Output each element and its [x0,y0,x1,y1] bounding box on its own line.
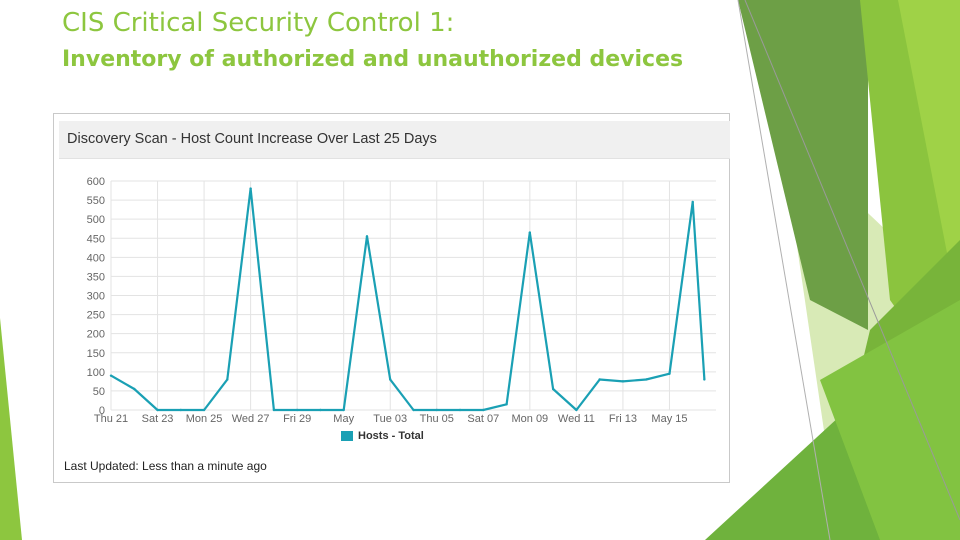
slide-title: CIS Critical Security Control 1: [62,8,455,38]
data-point [109,374,113,377]
data-point [551,387,555,391]
x-tick-label: Mon 09 [511,413,548,425]
data-point [621,380,625,383]
data-point [226,378,229,381]
data-point [319,408,322,412]
data-point [644,378,648,381]
last-updated-text: Last Updated: Less than a minute ago [64,459,267,473]
right-dark-panel [738,0,868,330]
data-point [365,235,369,238]
y-tick-label: 0 [99,405,105,417]
data-point [505,403,508,406]
data-point [528,231,532,234]
right-bright-panel [898,0,960,320]
data-point [389,378,392,381]
y-tick-label: 50 [93,386,105,398]
series-line-hosts-total [110,187,706,412]
panel-header: Discovery Scan - Host Count Increase Ove… [59,121,730,159]
data-point [272,408,276,412]
left-edge-wedge [0,318,22,540]
y-tick-label: 100 [87,367,105,379]
x-tick-label: Thu 05 [420,413,454,425]
chart-legend[interactable]: Hosts - Total [341,430,424,442]
decor-line [744,0,960,521]
x-tick-label: Sat 23 [142,413,174,425]
y-tick-label: 200 [87,329,105,341]
data-point [156,408,159,412]
data-point [458,408,462,412]
x-tick-label: Tue 03 [373,413,407,425]
data-point [691,200,694,204]
data-point [703,378,706,381]
y-tick-label: 300 [87,291,105,303]
y-tick-label: 250 [87,310,105,322]
x-tick-label: Wed 27 [232,413,270,425]
y-tick-label: 550 [87,195,105,207]
x-tick-label: Wed 11 [558,413,595,425]
slide-subtitle: Inventory of authorized and unauthorized… [62,47,684,72]
y-tick-label: 400 [87,252,105,264]
data-point [133,387,136,391]
data-point [575,408,578,412]
panel-title: Discovery Scan - Host Count Increase Ove… [67,131,437,147]
data-point [179,408,183,412]
data-point [435,408,438,412]
x-tick-label: Mon 25 [186,413,223,425]
x-tick-label: Thu 21 [94,413,128,425]
y-tick-label: 500 [87,214,105,226]
y-tick-label: 150 [87,348,105,360]
x-tick-label: Sat 07 [467,413,499,425]
legend-swatch [341,431,353,441]
data-point [598,378,601,381]
x-tick-label: Fri 13 [609,413,637,425]
data-point [482,408,485,412]
host-count-chart: 0 50 100 150 200 250 300 350 400 450 500 550 600 Thu … [87,176,716,425]
data-point [668,372,671,375]
x-tick-label: May 15 [651,413,687,425]
y-tick-label: 350 [87,271,105,283]
discovery-scan-panel: Discovery Scan - Host Count Increase Ove… [53,113,730,483]
data-point [202,408,206,412]
data-point [295,408,299,412]
y-tick-label: 600 [87,176,105,188]
legend-label: Hosts - Total [358,430,424,442]
x-tick-label: May [333,413,354,425]
data-point [412,408,415,412]
x-tick-label: Fri 29 [283,413,311,425]
data-point [342,408,345,412]
right-overlay-wedge [820,300,960,540]
y-tick-label: 450 [87,233,105,245]
decor-line [737,0,831,540]
data-point [249,187,252,190]
